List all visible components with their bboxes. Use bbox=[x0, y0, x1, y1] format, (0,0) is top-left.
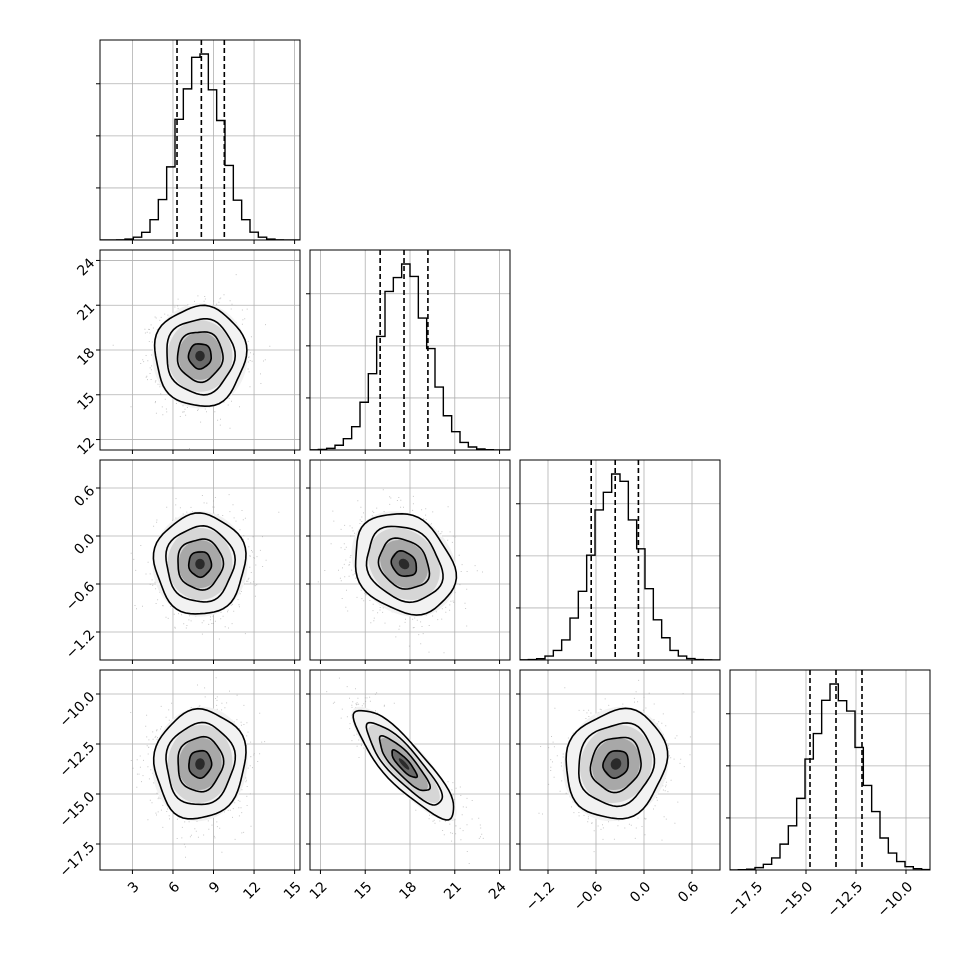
panel-content bbox=[730, 670, 930, 870]
x-tick-label: −17.5 bbox=[725, 879, 767, 921]
y-tick-label: −15.0 bbox=[57, 789, 99, 831]
y-tick-label: 18 bbox=[74, 345, 98, 369]
panel-frame bbox=[99, 39, 301, 241]
x-tick-label: 9 bbox=[206, 879, 224, 897]
panel-3-1: 12 15 18 21 24 bbox=[306, 669, 511, 903]
y-tick-label: 0.0 bbox=[71, 531, 98, 558]
x-tick-label: −10.0 bbox=[875, 879, 917, 921]
x-tick-label: 12 bbox=[307, 879, 331, 903]
contour-3 bbox=[152, 707, 247, 820]
panel-3-0: 3 6 9 12 15 −17.5 −15.0 −12.5 −10.0 bbox=[57, 669, 305, 903]
contour-2 bbox=[365, 525, 444, 604]
contour-1 bbox=[589, 736, 642, 794]
x-tick-label: 6 bbox=[166, 879, 184, 897]
panel-content bbox=[520, 460, 720, 660]
panel-frame bbox=[519, 669, 721, 871]
y-tick-label: 15 bbox=[74, 390, 98, 414]
contour-3 bbox=[565, 707, 669, 820]
contour-3 bbox=[352, 709, 455, 821]
histogram-1 bbox=[310, 263, 510, 450]
panel-content bbox=[520, 670, 720, 870]
panel-content bbox=[100, 250, 300, 450]
density-shade-4 bbox=[398, 558, 410, 570]
contour-2 bbox=[165, 721, 237, 806]
contour-1 bbox=[377, 537, 431, 590]
density-shade-4 bbox=[610, 758, 622, 770]
panel-3-3: −17.5 −15.0 −12.5 −10.0 bbox=[725, 669, 931, 921]
contour-2 bbox=[365, 721, 444, 806]
panel-frame bbox=[99, 669, 301, 871]
contour-1 bbox=[176, 331, 224, 384]
y-tick-label: 0.6 bbox=[71, 483, 98, 510]
contour-1 bbox=[177, 538, 225, 591]
contour-2 bbox=[577, 722, 656, 808]
x-tick-label: −1.2 bbox=[523, 879, 558, 914]
density-shade-4 bbox=[195, 558, 205, 570]
density-shade-4 bbox=[195, 758, 205, 770]
panel-1-1 bbox=[306, 249, 511, 454]
x-tick-label: −0.6 bbox=[571, 879, 606, 914]
scatter-points bbox=[130, 494, 280, 640]
panel-background bbox=[520, 460, 720, 660]
x-tick-label: 15 bbox=[352, 879, 376, 903]
panel-background bbox=[100, 40, 300, 240]
panel-frame bbox=[99, 459, 301, 661]
panel-content bbox=[310, 460, 510, 660]
panel-3-2: −1.2 −0.6 0.0 0.6 bbox=[516, 669, 721, 914]
x-tick-label: 21 bbox=[441, 879, 465, 903]
y-tick-label: −17.5 bbox=[57, 839, 99, 881]
x-tick-label: 3 bbox=[125, 879, 143, 897]
y-tick-label: −0.6 bbox=[63, 579, 98, 614]
contour-3 bbox=[152, 512, 247, 615]
x-tick-label: −12.5 bbox=[825, 879, 867, 921]
x-tick-label: 24 bbox=[486, 879, 510, 903]
contour-1 bbox=[378, 734, 431, 792]
histogram-0 bbox=[100, 53, 300, 240]
x-tick-label: 12 bbox=[240, 879, 264, 903]
contour-2 bbox=[166, 318, 237, 396]
x-tick-label: 0.6 bbox=[675, 879, 702, 906]
panel-1-0: 12 15 18 21 24 bbox=[74, 249, 301, 459]
y-tick-label: 21 bbox=[74, 300, 98, 324]
density-shade-4 bbox=[195, 350, 205, 362]
x-tick-label: 18 bbox=[396, 879, 420, 903]
panel-content bbox=[100, 460, 300, 660]
panel-frame bbox=[519, 459, 721, 661]
contour-3 bbox=[354, 512, 458, 616]
contour-0 bbox=[187, 343, 212, 370]
panel-content bbox=[310, 670, 510, 870]
contour-2 bbox=[165, 524, 237, 603]
x-tick-label: −15.0 bbox=[775, 879, 817, 921]
panel-2-2 bbox=[516, 459, 721, 664]
histogram-3 bbox=[730, 683, 930, 870]
panel-content bbox=[310, 250, 510, 450]
x-tick-label: 15 bbox=[281, 879, 305, 903]
contour-0 bbox=[602, 750, 629, 779]
y-tick-label: 12 bbox=[74, 435, 98, 459]
contour-0 bbox=[391, 748, 419, 779]
contour-1 bbox=[177, 735, 225, 793]
panel-frame bbox=[729, 669, 931, 871]
panel-2-1 bbox=[306, 459, 511, 664]
contour-0 bbox=[188, 749, 213, 779]
contour-3 bbox=[153, 304, 248, 408]
panel-0-0 bbox=[96, 39, 301, 244]
x-tick-label: 0.0 bbox=[627, 879, 654, 906]
panel-background bbox=[730, 670, 930, 870]
histogram-2 bbox=[520, 473, 720, 660]
y-tick-label: −12.5 bbox=[57, 739, 99, 781]
contour-0 bbox=[187, 551, 213, 579]
y-tick-label: −1.2 bbox=[63, 627, 98, 662]
panel-content bbox=[100, 40, 300, 240]
contour-0 bbox=[390, 549, 418, 578]
y-tick-label: 24 bbox=[74, 255, 98, 279]
density-shade-4 bbox=[398, 758, 410, 770]
panel-content bbox=[100, 670, 300, 870]
panel-frame bbox=[99, 249, 301, 451]
panel-2-0: −1.2 −0.6 0.0 0.6 bbox=[63, 459, 301, 664]
y-tick-label: −10.0 bbox=[57, 689, 99, 731]
